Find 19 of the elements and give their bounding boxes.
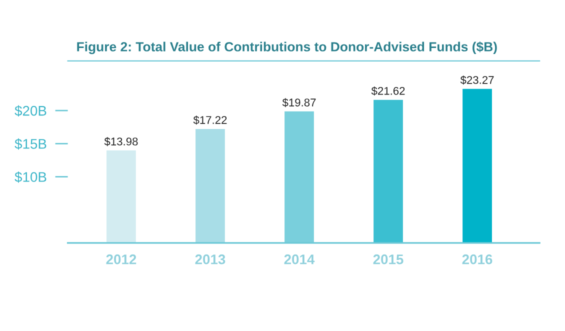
bar <box>196 128 225 243</box>
y-tick-label: $10B <box>14 172 46 183</box>
x-tick-label: 2013 <box>195 254 226 264</box>
bar <box>106 150 136 243</box>
x-tick-label: 2016 <box>462 254 492 264</box>
data-label: $21.62 <box>371 86 405 96</box>
data-label: $17.22 <box>193 116 227 125</box>
chart-title: Figure 2: Total Value of Contributions to Donor-Advised Funds ($B) <box>77 42 497 54</box>
x-tick-label: 2015 <box>373 254 404 264</box>
x-tick-label: 2014 <box>284 254 315 264</box>
bar <box>284 111 314 243</box>
y-tick-label: $20B <box>14 105 46 117</box>
x-tick-label: 2012 <box>106 254 136 264</box>
bar <box>374 100 403 243</box>
data-label: $13.98 <box>104 137 138 146</box>
data-label: $23.27 <box>460 76 494 85</box>
y-tick-label: $15B <box>14 138 46 150</box>
bar <box>462 88 492 243</box>
data-label: $19.87 <box>282 98 316 108</box>
